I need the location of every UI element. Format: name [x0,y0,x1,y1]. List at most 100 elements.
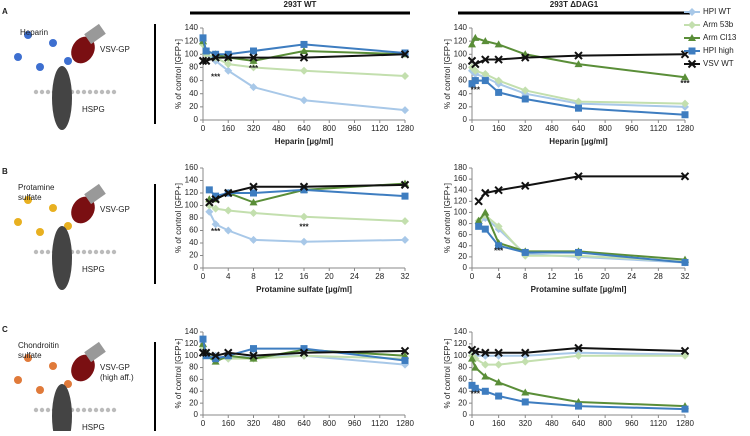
marker [481,208,490,216]
marker [198,348,208,357]
x-axis-label: Protamine sulfate [µg/ml] [531,285,627,294]
x-tick-label: 0 [470,272,475,281]
x-tick-label: 800 [323,419,337,428]
membrane [39,407,45,413]
marker [300,345,308,353]
marker [481,387,489,395]
x-tick-label: 320 [247,124,261,133]
y-tick-label: 120 [454,36,468,45]
y-tick-label: 140 [185,23,199,32]
marker [299,348,309,357]
x-tick-label: 160 [222,419,236,428]
marker [212,192,220,200]
marker [575,248,582,256]
membrane [93,407,99,413]
marker [521,248,529,256]
marker [471,33,480,41]
marker [468,354,476,362]
membrane [45,407,51,413]
membrane [87,249,93,255]
marker [481,70,490,78]
x-tick-label: 28 [654,272,663,281]
marker [249,198,258,206]
y-tick-label: 20 [458,398,467,407]
y-tick-label: 140 [185,327,199,336]
membrane [39,249,45,255]
marker [481,225,489,233]
marker [471,384,479,392]
virus-label: VSV-GP [100,45,130,54]
panel-letter: C [2,325,8,334]
panel-letter: A [2,7,8,16]
annotation: *** [211,72,221,81]
marker [680,172,690,181]
marker [481,360,490,369]
annotation: *** [299,222,309,231]
membrane [45,249,51,255]
membrane [93,249,99,255]
membrane [99,407,105,413]
marker [475,222,483,230]
ligand-label: Heparin [20,28,48,37]
marker [481,37,490,45]
x-tick-label: 960 [625,124,639,133]
x-tick-label: 24 [627,272,636,281]
marker [494,378,503,386]
marker [249,83,258,92]
y-tick-label: 0 [194,410,199,419]
x-tick-label: 32 [401,272,410,281]
y-tick-label: 40 [458,386,467,395]
ligand [49,204,57,212]
y-tick-label: 100 [454,49,468,58]
membrane [99,249,105,255]
virus-label: VSV-GP [100,363,130,372]
y-axis-label: % of control [GFP+] [443,39,452,109]
x-tick-label: 800 [323,124,337,133]
legend-label: HPI high [703,46,734,55]
marker [299,53,309,62]
x-tick-label: 1120 [650,419,668,428]
marker [471,77,479,85]
marker [300,186,308,194]
legend-label: VSV WT [703,59,734,68]
x-tick-label: 800 [598,419,612,428]
virus-label: (high aff.) [100,373,134,382]
marker [249,209,258,217]
marker [224,188,233,198]
marker [521,348,530,357]
marker [495,392,503,400]
legend-label: Arm 53b [703,20,734,29]
x-tick-label: 1280 [676,124,694,133]
legend-marker [688,8,696,16]
marker [224,206,233,215]
marker [400,346,410,356]
membrane [33,407,39,413]
x-tick-label: 12 [547,272,556,281]
marker [401,217,409,226]
x-axis-label: Protamine sulfate [µg/ml] [256,285,352,294]
marker [224,50,232,58]
y-tick-label: 40 [189,386,198,395]
marker [521,86,530,95]
marker [471,363,480,371]
annotation: *** [680,79,690,88]
ligand [14,218,22,226]
ligand [36,386,44,394]
x-tick-label: 0 [201,124,206,133]
marker [201,348,211,357]
y-tick-label: 100 [454,351,468,360]
y-tick-label: 80 [189,63,198,72]
ligand-label: sulfate [18,351,42,360]
y-tick-label: 80 [189,213,198,222]
marker [574,60,583,68]
marker [401,192,409,200]
y-tick-label: 120 [185,339,199,348]
marker [681,405,689,413]
marker [401,235,409,244]
ligand [64,380,72,388]
y-tick-label: 0 [463,410,468,419]
annotation: *** [494,246,504,255]
ligand-label: Protamine [18,183,55,192]
x-tick-label: 640 [297,124,311,133]
